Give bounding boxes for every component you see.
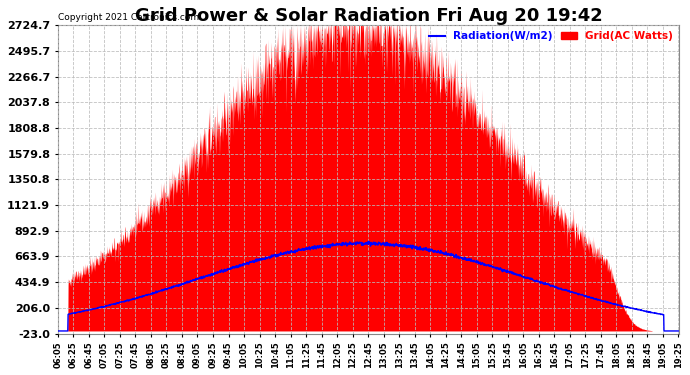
Legend: Radiation(W/m2), Grid(AC Watts): Radiation(W/m2), Grid(AC Watts) xyxy=(425,27,677,45)
Text: Copyright 2021 Cartronics.com: Copyright 2021 Cartronics.com xyxy=(58,13,199,22)
Title: Grid Power & Solar Radiation Fri Aug 20 19:42: Grid Power & Solar Radiation Fri Aug 20 … xyxy=(135,7,602,25)
